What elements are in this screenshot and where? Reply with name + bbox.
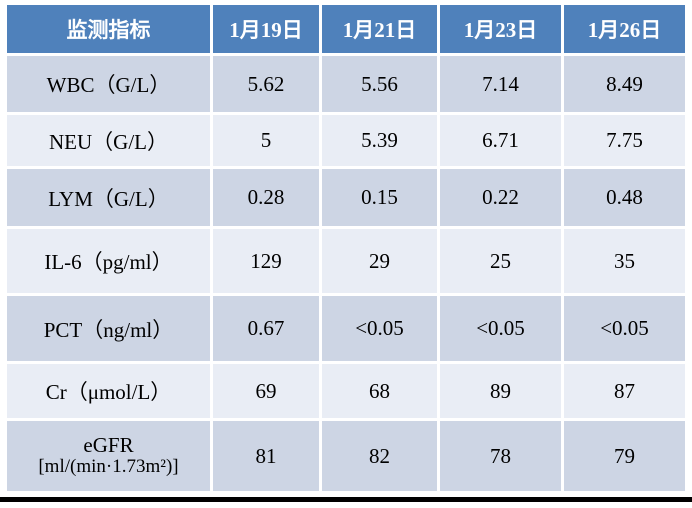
- row-label-line1: eGFR: [83, 433, 134, 457]
- table-cell: 35: [564, 229, 685, 293]
- table-cell: 0.67: [213, 296, 319, 361]
- table-cell: 0.22: [440, 169, 561, 226]
- table-cell: 5: [213, 115, 319, 166]
- table-cell: 5.39: [322, 115, 437, 166]
- table-cell: 79: [564, 421, 685, 491]
- table-cell: 7.75: [564, 115, 685, 166]
- header-cell-date-3: 1月23日: [440, 5, 561, 53]
- header-cell-date-2: 1月21日: [322, 5, 437, 53]
- table-cell: 69: [213, 364, 319, 418]
- table-cell: 5.62: [213, 56, 319, 112]
- table-cell: 82: [322, 421, 437, 491]
- table-row-cr: Cr（μmol/L） 69 68 89 87: [7, 364, 685, 418]
- table-cell: 81: [213, 421, 319, 491]
- row-label: eGFR [ml/(min·1.73m²)]: [7, 421, 210, 491]
- table-cell: 68: [322, 364, 437, 418]
- table-cell: 0.15: [322, 169, 437, 226]
- table-row-lym: LYM（G/L） 0.28 0.15 0.22 0.48: [7, 169, 685, 226]
- table-cell: 78: [440, 421, 561, 491]
- table-cell: 87: [564, 364, 685, 418]
- table-cell: 25: [440, 229, 561, 293]
- bottom-divider-bar: [0, 497, 692, 502]
- table-row-neu: NEU（G/L） 5 5.39 6.71 7.75: [7, 115, 685, 166]
- table-row-il6: IL-6（pg/ml） 129 29 25 35: [7, 229, 685, 293]
- table-cell: 5.56: [322, 56, 437, 112]
- table-body: WBC（G/L） 5.62 5.56 7.14 8.49 NEU（G/L） 5 …: [7, 56, 685, 491]
- table-cell: <0.05: [564, 296, 685, 361]
- table-cell: 7.14: [440, 56, 561, 112]
- table-row-pct: PCT（ng/ml） 0.67 <0.05 <0.05 <0.05: [7, 296, 685, 361]
- header-row: 监测指标 1月19日 1月21日 1月23日 1月26日: [7, 5, 685, 53]
- row-label: NEU（G/L）: [7, 115, 210, 166]
- table-cell: <0.05: [440, 296, 561, 361]
- table-cell: 0.28: [213, 169, 319, 226]
- table-row-wbc: WBC（G/L） 5.62 5.56 7.14 8.49: [7, 56, 685, 112]
- header-cell-date-4: 1月26日: [564, 5, 685, 53]
- table-cell: 89: [440, 364, 561, 418]
- row-label: LYM（G/L）: [7, 169, 210, 226]
- table-cell: 129: [213, 229, 319, 293]
- table-header: 监测指标 1月19日 1月21日 1月23日 1月26日: [7, 5, 685, 53]
- table-row-egfr: eGFR [ml/(min·1.73m²)] 81 82 78 79: [7, 421, 685, 491]
- lab-results-table: 监测指标 1月19日 1月21日 1月23日 1月26日 WBC（G/L） 5.…: [4, 2, 688, 494]
- row-label-line2: [ml/(min·1.73m²)]: [38, 456, 179, 478]
- table-cell: 6.71: [440, 115, 561, 166]
- row-label: PCT（ng/ml）: [7, 296, 210, 361]
- header-cell-indicator: 监测指标: [7, 5, 210, 53]
- row-label: WBC（G/L）: [7, 56, 210, 112]
- table-cell: 0.48: [564, 169, 685, 226]
- row-label: IL-6（pg/ml）: [7, 229, 210, 293]
- row-label: Cr（μmol/L）: [7, 364, 210, 418]
- table-cell: <0.05: [322, 296, 437, 361]
- table-cell: 8.49: [564, 56, 685, 112]
- header-cell-date-1: 1月19日: [213, 5, 319, 53]
- table-cell: 29: [322, 229, 437, 293]
